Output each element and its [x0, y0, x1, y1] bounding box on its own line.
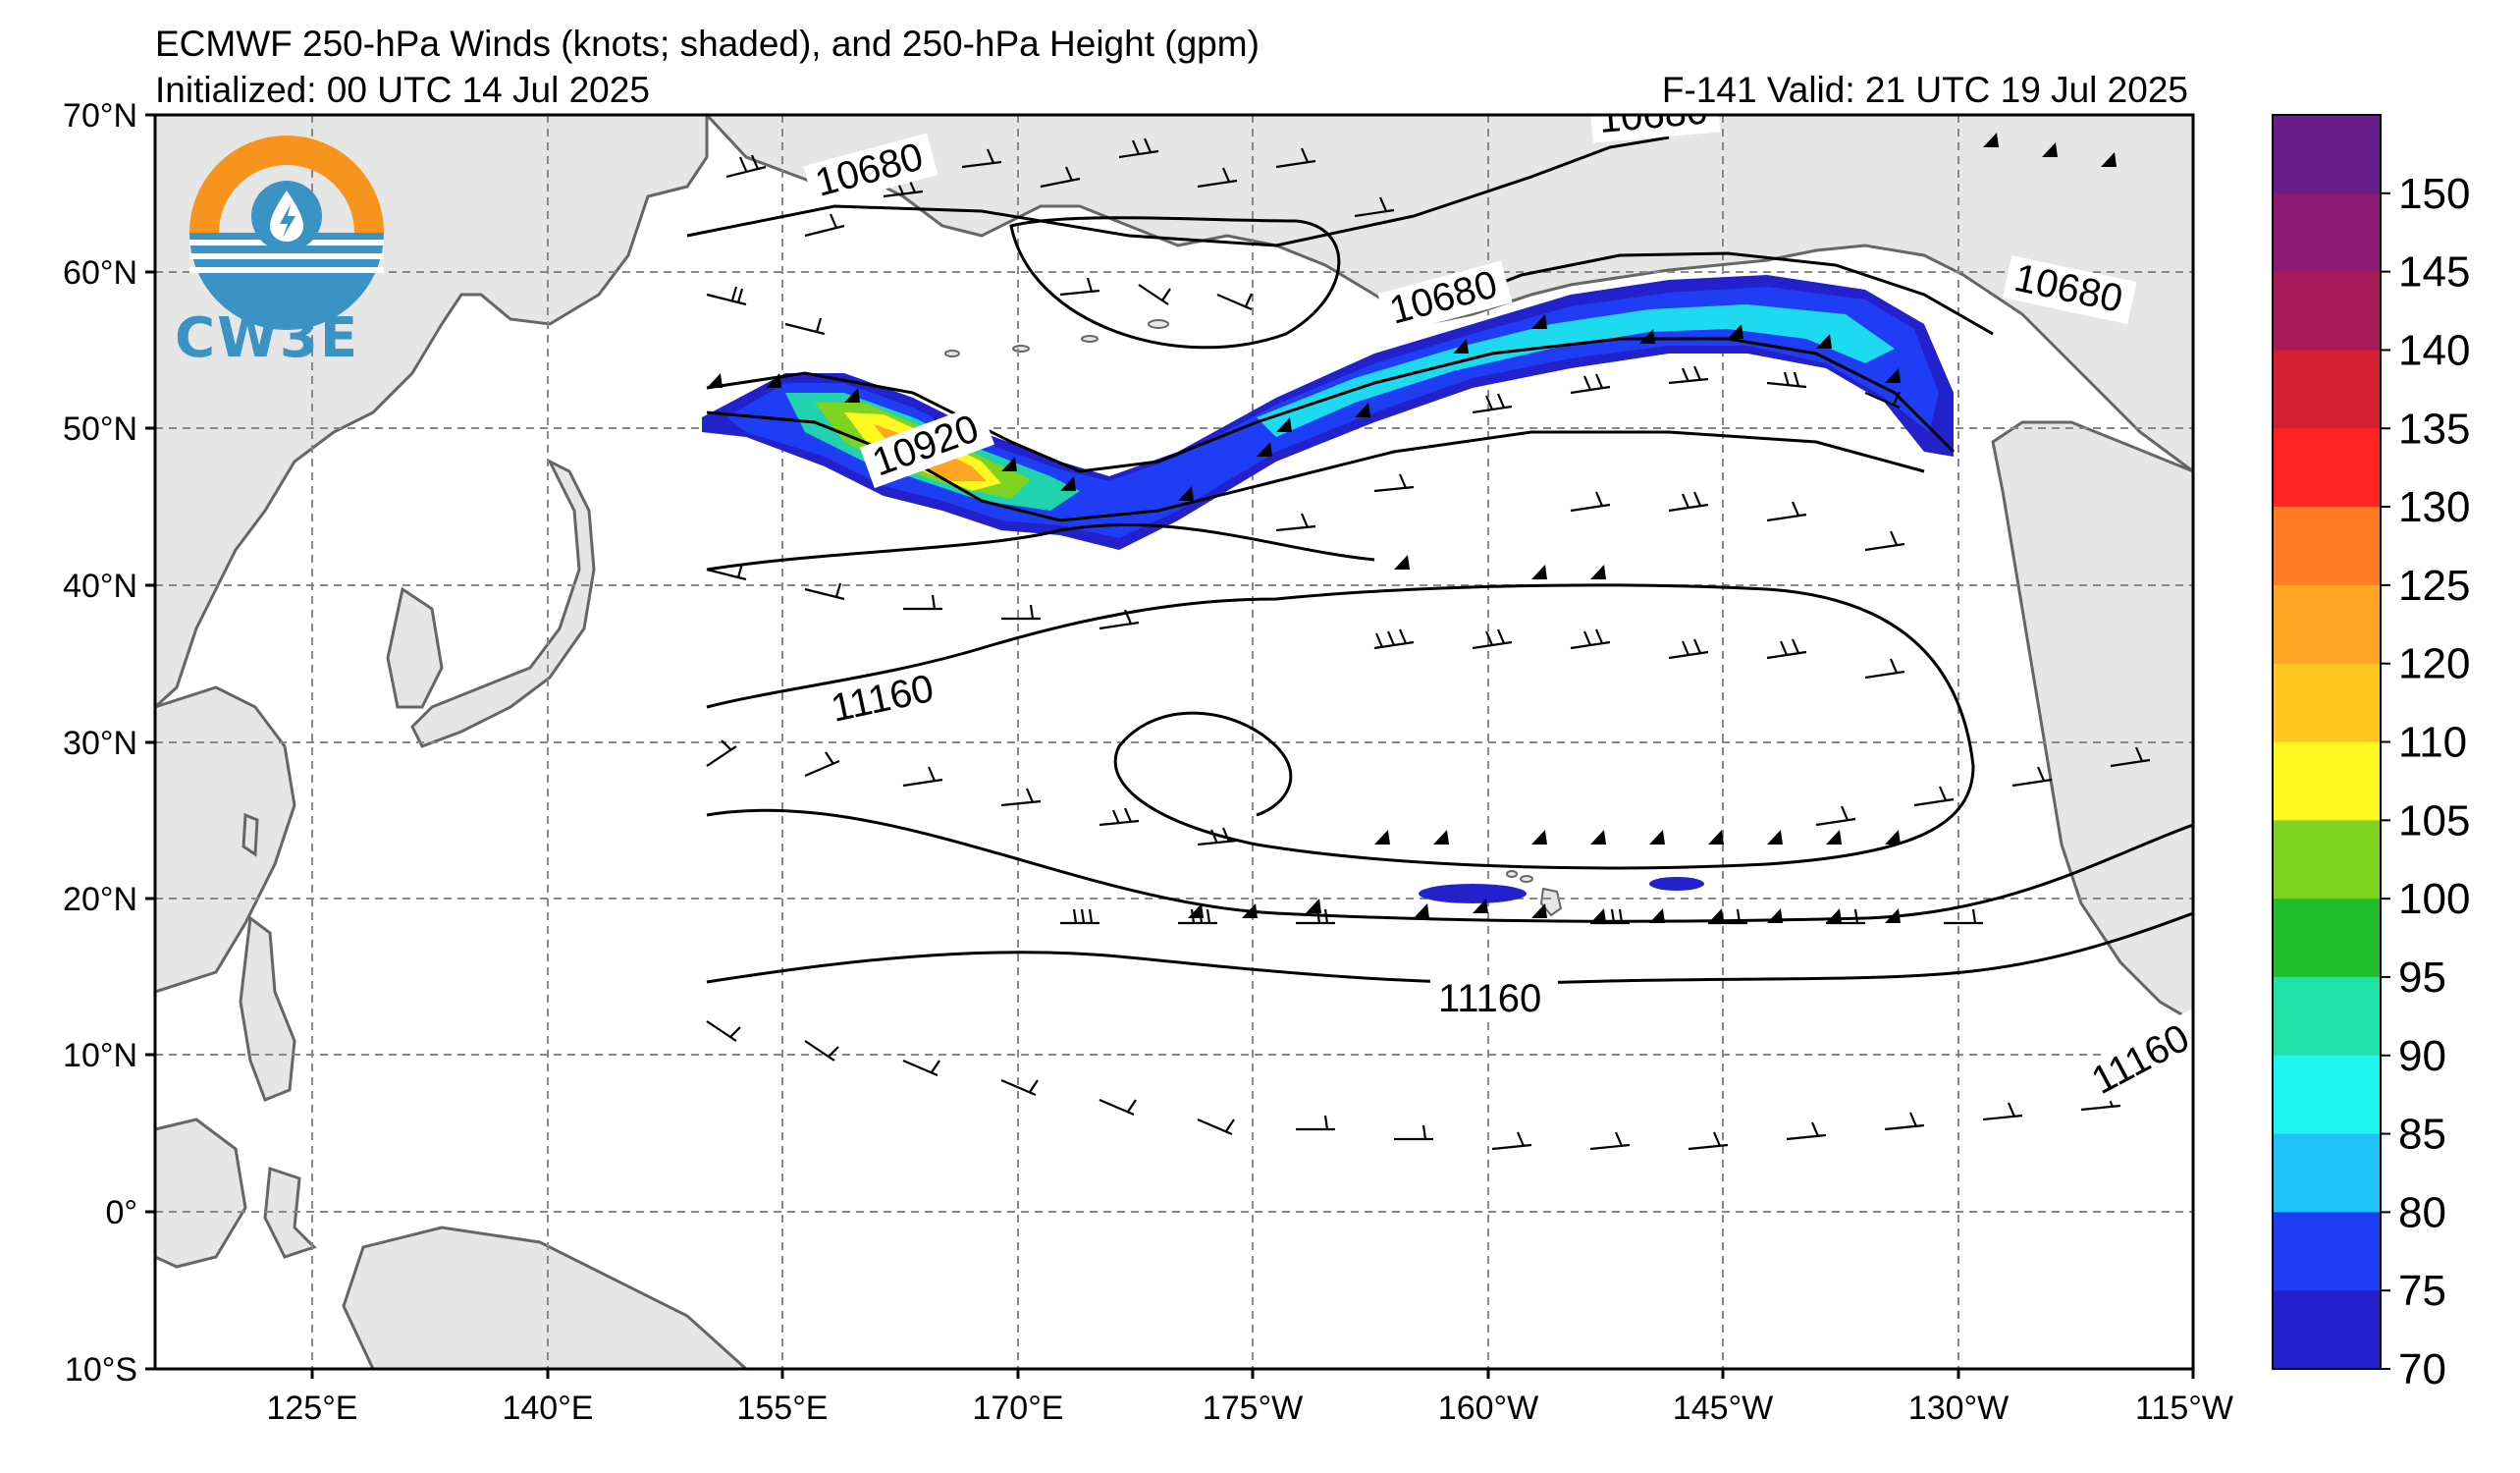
- lon-label: 155°E: [736, 1390, 828, 1427]
- colorbar: 150 145 140 135 130 125 120 110 105 100 95 90 85 80 75…: [2272, 114, 2470, 1393]
- colorbar-swatch: [2273, 192, 2381, 273]
- land-sulawesi: [263, 1166, 317, 1259]
- colorbar-swatch: [2273, 350, 2381, 429]
- jet-blob-east: [1649, 877, 1704, 891]
- longitude-labels: 125°E 140°E 155°E 170°E 175°W 160°W 145°…: [266, 1390, 2232, 1427]
- colorbar-swatch: [2273, 976, 2381, 1057]
- land-taiwan: [241, 812, 259, 857]
- lon-label: 160°W: [1438, 1390, 1538, 1427]
- contour-label: 11160: [1430, 977, 1558, 1021]
- colorbar-swatch: [2273, 1212, 2381, 1291]
- aleutian-islands: [944, 319, 1169, 357]
- colorbar-label: 120: [2398, 640, 2470, 688]
- lon-label: 140°E: [502, 1390, 593, 1427]
- hawaii-islands: [1506, 870, 1563, 917]
- wind-pennants: [707, 133, 2117, 923]
- colorbar-label: 150: [2398, 170, 2470, 218]
- colorbar-swatch: [2273, 899, 2381, 978]
- lon-label: 170°E: [972, 1390, 1063, 1427]
- colorbar-swatch: [2273, 115, 2381, 194]
- colorbar-label: 70: [2398, 1345, 2446, 1393]
- axis-ticks: [145, 113, 2195, 1379]
- colorbar-label: 80: [2398, 1188, 2446, 1236]
- valid-time-label: F-141 Valid: 21 UTC 19 Jul 2025: [1661, 70, 2188, 110]
- jet-blob-hawaii: [1419, 884, 1527, 903]
- lon-label: 115°W: [2135, 1390, 2233, 1427]
- lat-label: 70°N: [63, 97, 137, 135]
- lon-label: 175°W: [1203, 1390, 1303, 1427]
- colorbar-label: 75: [2398, 1267, 2446, 1315]
- lat-label: 10°S: [65, 1351, 137, 1389]
- colorbar-label: 140: [2398, 326, 2470, 374]
- colorbar-swatch: [2273, 584, 2381, 665]
- colorbar-label: 145: [2398, 248, 2470, 297]
- water-drop-sun-icon: [189, 136, 384, 330]
- initialized-label: Initialized: 00 UTC 14 Jul 2025: [155, 70, 650, 110]
- lat-label: 50°N: [63, 410, 137, 448]
- colorbar-label: 100: [2398, 875, 2470, 923]
- logo: [189, 136, 384, 330]
- wind-barbs: [706, 137, 2151, 1151]
- logo-text: CW3E: [175, 306, 360, 370]
- lon-label: 145°W: [1673, 1390, 1773, 1427]
- land-north-america: [1991, 420, 2193, 1023]
- colorbar-label: 135: [2398, 405, 2470, 453]
- lat-label: 40°N: [63, 568, 137, 605]
- land-china: [155, 685, 296, 994]
- colorbar-swatch: [2273, 271, 2381, 351]
- colorbar-swatch: [2273, 663, 2381, 742]
- colorbar-swatch: [2273, 820, 2381, 900]
- contour-label: 10680: [2003, 255, 2137, 325]
- colorbar-swatch: [2273, 741, 2381, 821]
- colorbar-swatch: [2273, 1055, 2381, 1135]
- land-korea: [386, 586, 444, 709]
- colorbar-label: 90: [2398, 1032, 2446, 1080]
- lon-label: 130°W: [1908, 1390, 2009, 1427]
- lon-label: 125°E: [266, 1390, 357, 1427]
- land-japan: [410, 458, 596, 748]
- colorbar-swatch: [2273, 1290, 2381, 1370]
- lat-label: 0°: [105, 1194, 137, 1231]
- lat-label: 20°N: [63, 881, 137, 918]
- land-indonesia: [155, 1118, 247, 1269]
- lat-label: 30°N: [63, 725, 137, 762]
- colorbar-swatch: [2273, 507, 2381, 586]
- land-new-guinea: [342, 1226, 749, 1369]
- colorbar-swatch: [2273, 1133, 2381, 1213]
- colorbar-label: 85: [2398, 1111, 2446, 1159]
- colorbar-label: 130: [2398, 483, 2470, 531]
- map-layers: 10680 10680 10680 10680 10920 11160: [155, 115, 2193, 1369]
- svg-text:11160: 11160: [1438, 977, 1541, 1020]
- map-title: ECMWF 250-hPa Winds (knots; shaded), and…: [155, 24, 1260, 64]
- colorbar-label: 110: [2398, 719, 2467, 767]
- lat-label: 60°N: [63, 254, 137, 292]
- colorbar-swatch: [2273, 428, 2381, 508]
- latitude-labels: 70°N 60°N 50°N 40°N 30°N 20°N 10°N 0° 10…: [63, 97, 137, 1389]
- colorbar-label: 125: [2398, 562, 2470, 610]
- colorbar-label: 105: [2398, 796, 2470, 845]
- jet-band-85: [1257, 304, 1895, 437]
- colorbar-label: 95: [2398, 954, 2446, 1002]
- lat-label: 10°N: [63, 1037, 137, 1074]
